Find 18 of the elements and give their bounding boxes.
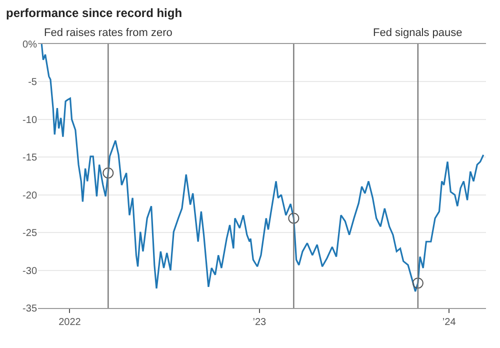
y-tick-label: -5: [28, 77, 38, 88]
chart-title: performance since record high: [6, 6, 182, 20]
ref-line-label: Fed raises rates from zero: [44, 27, 172, 39]
point: [412, 278, 424, 289]
y-tick-label: -20: [22, 190, 38, 202]
y-tick-label: -10: [22, 114, 38, 126]
ref-line-label: Fed signals pause: [373, 27, 462, 39]
point: [288, 212, 300, 224]
y-tick-label: -25: [22, 228, 38, 240]
point: [102, 167, 114, 178]
x-tick-label: ’24: [442, 317, 456, 328]
y-tick-label: -15: [22, 152, 38, 164]
line-series: [40, 44, 484, 292]
x-tick-label: 2022: [58, 317, 82, 328]
y-tick-label: 0%: [22, 40, 38, 50]
x-tick-label: ’23: [252, 317, 267, 328]
y-tick-label: -35: [22, 304, 38, 314]
y-tick-label: -30: [22, 266, 38, 277]
